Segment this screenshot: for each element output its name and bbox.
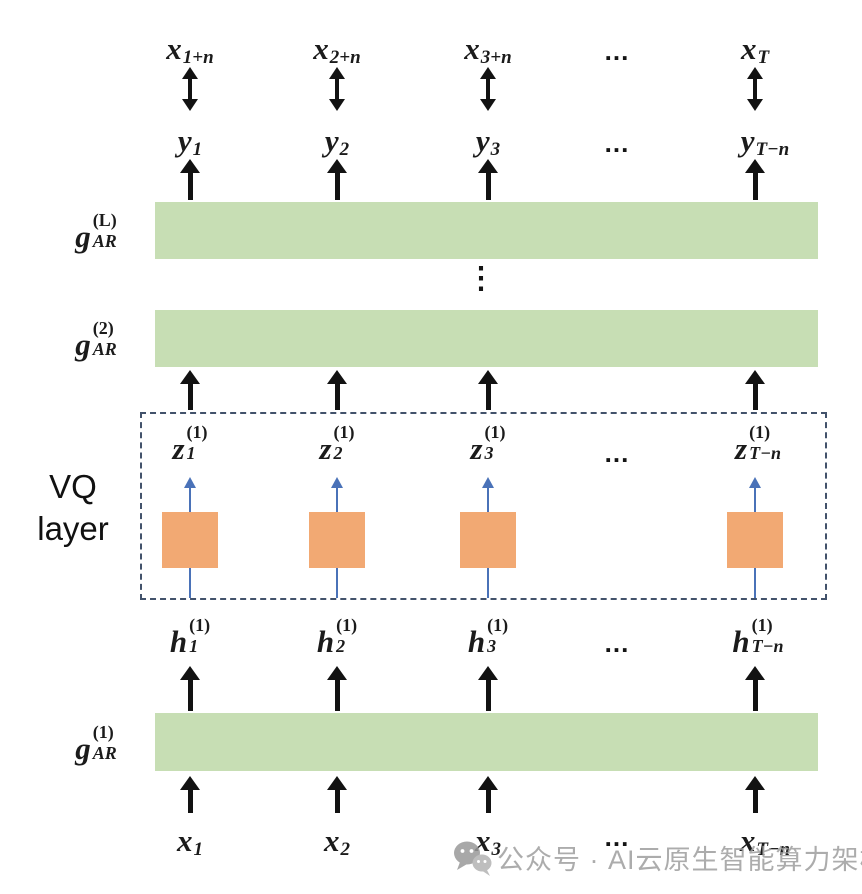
up-arrow-icon (478, 159, 498, 200)
h-row-ellipsis: ... (604, 628, 630, 658)
double-arrow-icon-2 (329, 67, 345, 111)
z-label-Tn: z (1) T−n (735, 421, 781, 466)
top-x-label-1: x 1+n (166, 31, 214, 68)
h-label-Tn: h (1) T−n (732, 614, 784, 659)
up-arrow-icon (327, 159, 347, 200)
up-arrow-icon (478, 776, 498, 813)
y-row-ellipsis: ... (604, 128, 630, 158)
z-label-3: z (1) 3 (470, 421, 506, 466)
ar-layer-top-bar (155, 202, 818, 259)
vq-codebook-square-1 (162, 512, 218, 568)
ar-layer-mid-bar (155, 310, 818, 367)
up-arrow-icon (745, 666, 765, 711)
z-row-ellipsis: ... (604, 438, 630, 468)
up-arrow-icon (478, 370, 498, 410)
vq-layer-box (140, 412, 827, 600)
top-x-label-3: x 3+n (464, 31, 512, 68)
double-arrow-icon-4 (747, 67, 763, 111)
up-arrow-icon (478, 666, 498, 711)
up-arrow-icon (180, 666, 200, 711)
ar-layer-bottom-bar (155, 713, 818, 771)
top-x-row-ellipsis: ... (604, 36, 630, 66)
up-arrow-icon (745, 159, 765, 200)
z-label-1: z (1) 1 (172, 421, 208, 466)
watermark: 公众号 · AI云原生智能算力架构 (452, 838, 862, 877)
up-arrow-icon (745, 776, 765, 813)
up-arrow-icon (180, 159, 200, 200)
vq-codebook-square-3 (460, 512, 516, 568)
y-label-Tn: y T−n (740, 123, 790, 160)
h-label-2: h (1) 2 (316, 614, 358, 659)
up-arrow-icon (745, 370, 765, 410)
up-arrow-icon (327, 666, 347, 711)
up-arrow-icon (180, 370, 200, 410)
z-label-2: z (1) 2 (319, 421, 355, 466)
bottom-x-label-Tn: x T−n (739, 823, 791, 860)
bottom-x-row-ellipsis: ... (604, 822, 630, 852)
h-label-3: h (1) 3 (467, 614, 509, 659)
vq-codebook-square-2 (309, 512, 365, 568)
wechat-icon (454, 841, 492, 876)
double-arrow-icon-3 (480, 67, 496, 111)
up-arrow-icon (327, 370, 347, 410)
gar-bottom-label: g (1) AR (75, 722, 117, 766)
up-arrow-icon (327, 776, 347, 813)
gar-top-label: g (L) AR (75, 210, 117, 254)
up-arrow-icon (180, 776, 200, 813)
layer-stack-ellipsis: ⋮ (466, 262, 496, 295)
gar-mid-label: g (2) AR (75, 318, 117, 362)
double-arrow-icon-1 (182, 67, 198, 111)
vq-layer-caption: VQ layer (37, 468, 109, 548)
watermark-text: 公众号 · AI云原生智能算力架构 (497, 845, 862, 875)
top-x-label-2: x 2+n (313, 31, 361, 68)
vq-codebook-square-4 (727, 512, 783, 568)
h-label-1: h (1) 1 (169, 614, 211, 659)
